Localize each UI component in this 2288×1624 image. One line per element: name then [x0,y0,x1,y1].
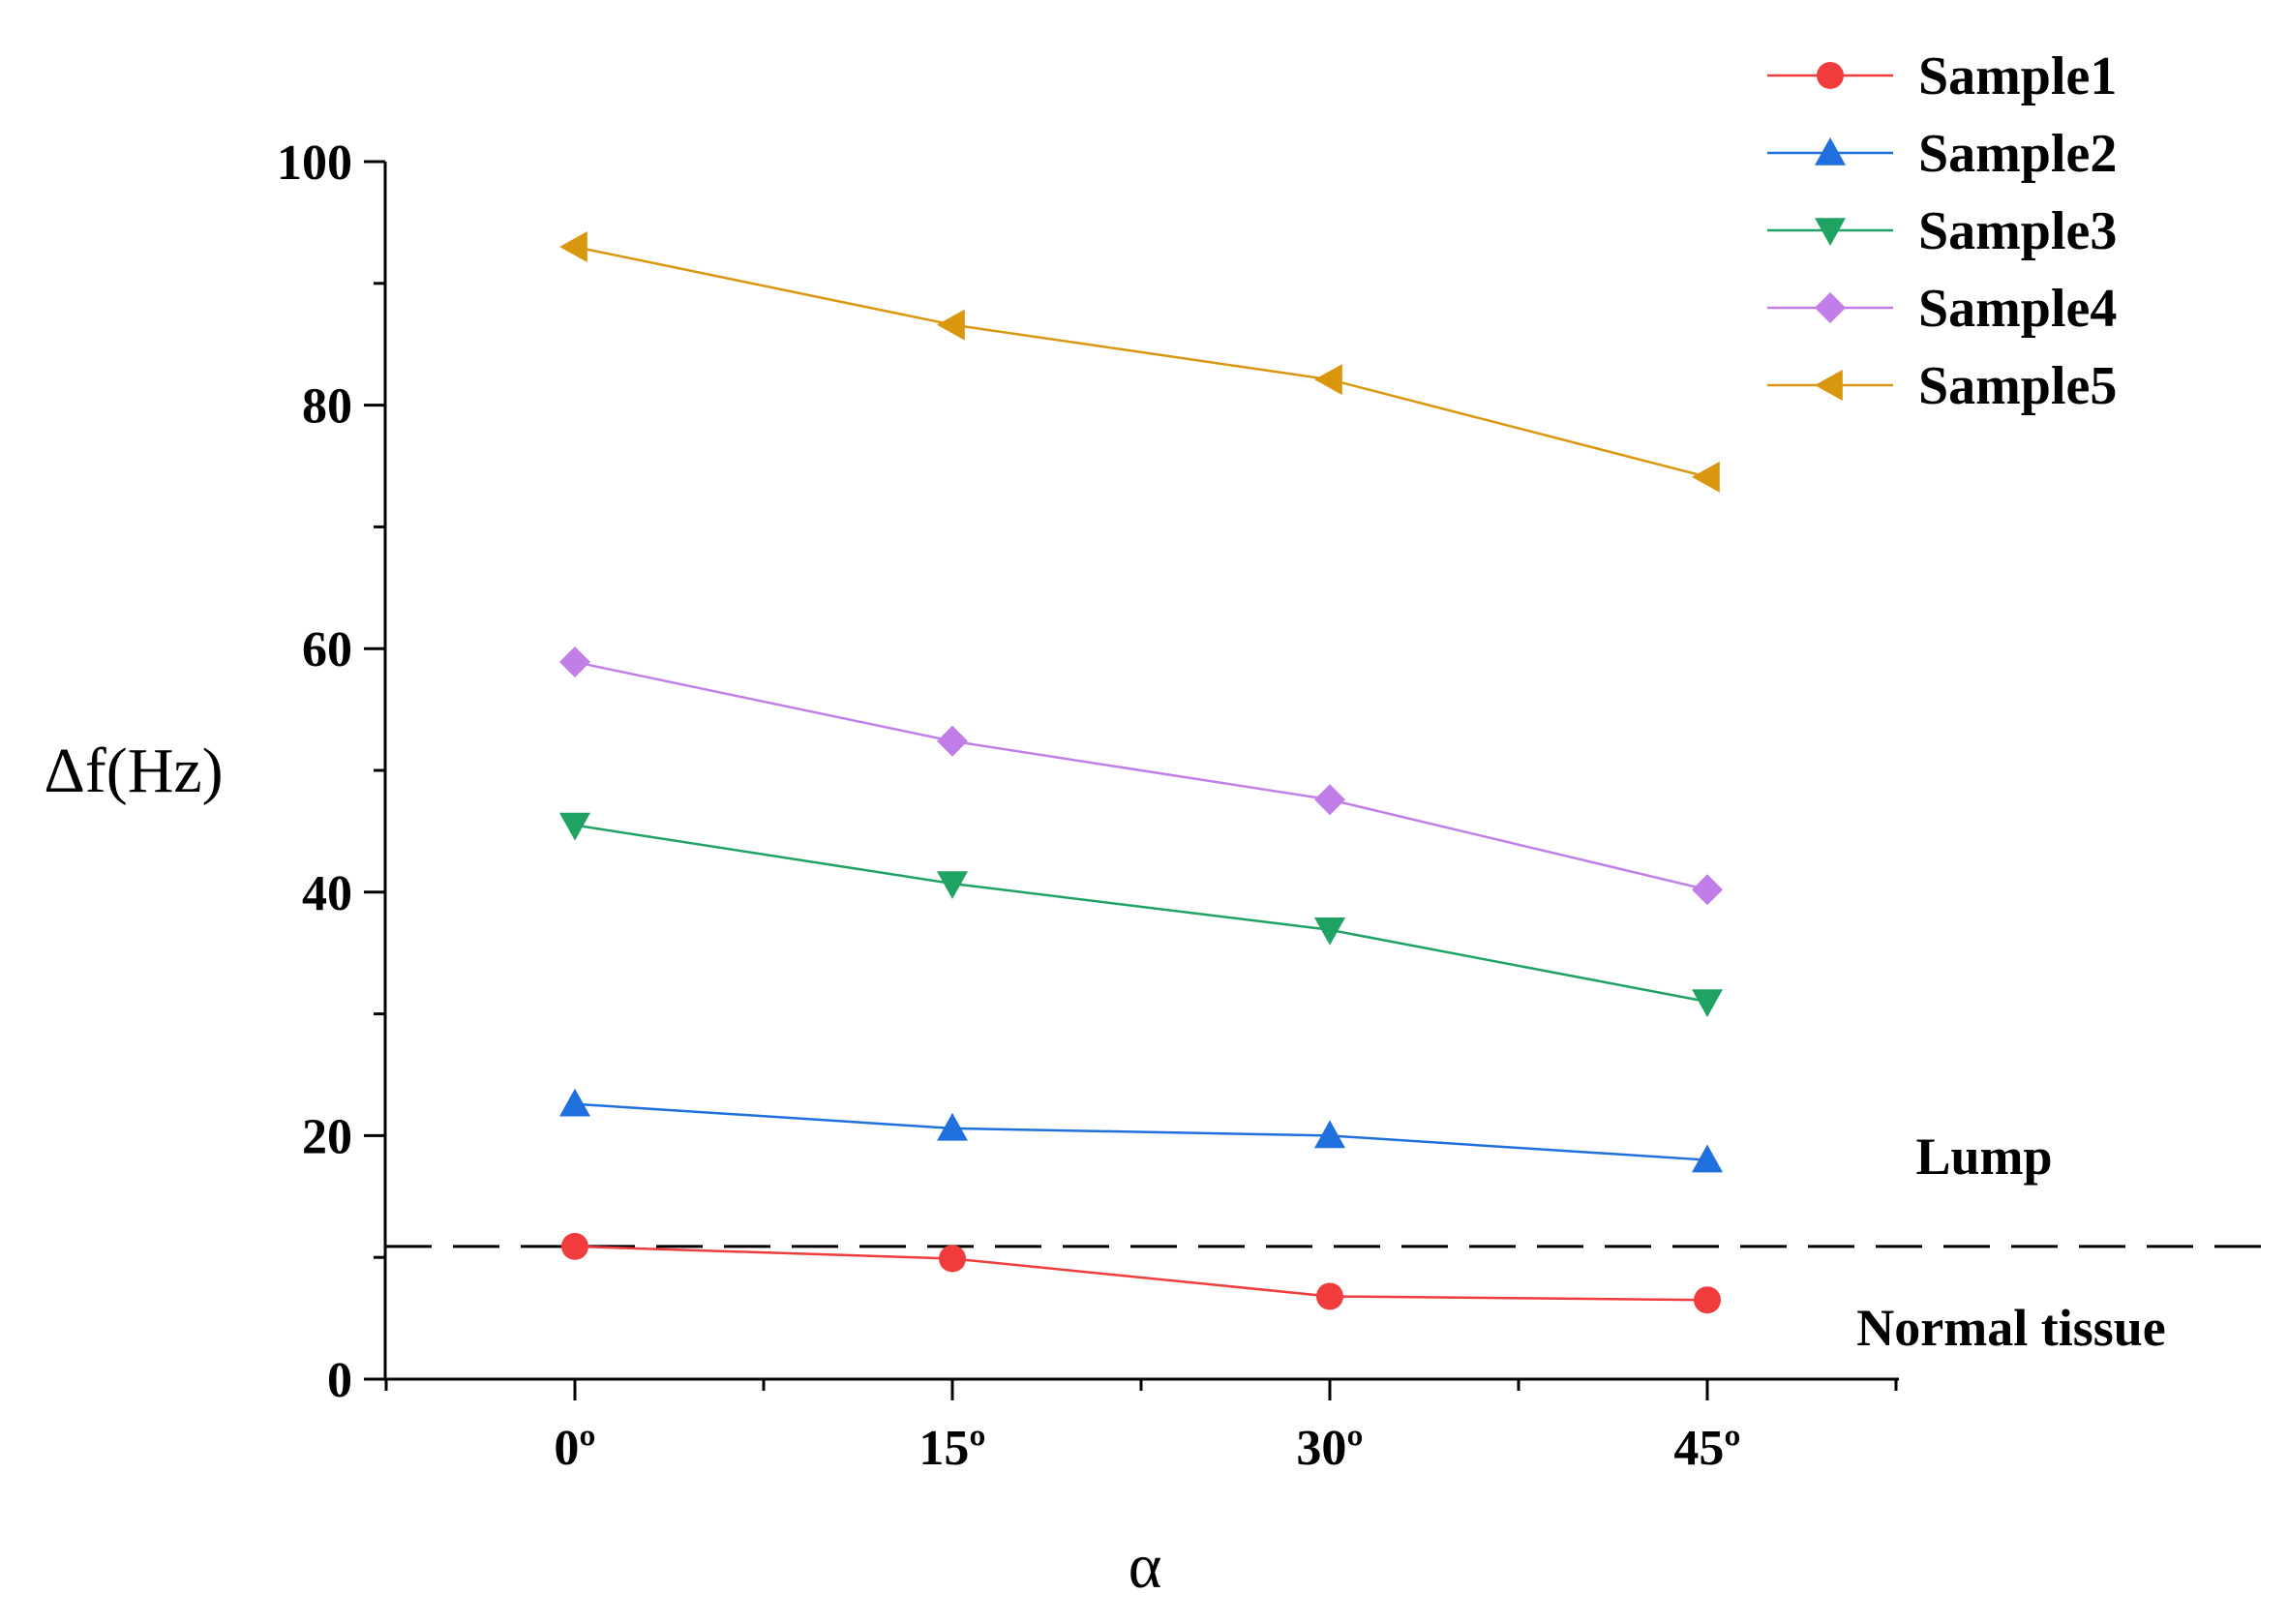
x-tick-label: 0º [554,1421,595,1476]
legend-label: Sample4 [1918,279,2117,339]
data-point [939,1245,966,1273]
data-point [1316,1282,1343,1310]
series-line [574,245,1708,479]
y-tick-label: 0 [327,1353,352,1408]
legend-label: Sample5 [1918,356,2117,416]
legend-item: Sample2 [1767,124,2117,184]
legend-item: Sample3 [1767,201,2117,261]
legend-item: Sample5 [1767,356,2117,416]
y-tick-label: 100 [277,135,352,191]
data-point [1694,1286,1721,1314]
series-4 [559,647,1723,906]
series-5 [559,231,1720,493]
data-point [937,309,965,341]
series-1 [561,1232,1721,1314]
legend: Sample1 Sample2 Sample3 Sample4 Sample5 [1767,46,2117,416]
legend-marker [1817,62,1844,89]
data-point [1314,364,1342,396]
series-line [574,824,1708,1004]
data-point [561,1232,588,1260]
legend-marker [1815,218,1846,246]
lump-annotation: Lump [1915,1128,2052,1186]
legend-label: Sample1 [1918,46,2117,106]
legend-marker [1815,292,1846,323]
series-3 [559,812,1723,1018]
data-point [937,725,968,757]
legend-marker [1815,370,1843,401]
data-point [1692,1144,1723,1173]
legend-item: Sample1 [1767,46,2117,106]
x-tick-label: 45º [1673,1421,1740,1476]
normal-tissue-annotation: Normal tissue [1856,1299,2165,1357]
series-line [574,1245,1708,1302]
y-axis-title: Δf(Hz) [44,736,223,806]
data-point [559,647,590,678]
data-point [937,1112,968,1141]
y-tick-label: 60 [302,622,352,677]
data-point [1692,461,1720,493]
series-line [574,1102,1708,1161]
y-tick-label: 80 [302,379,352,435]
series-layer [559,231,1723,1314]
y-tick-label: 20 [302,1109,352,1164]
x-axis-title: α [1129,1531,1162,1602]
axes: 0 20 40 60 80 100 0º 15º 30º 45º [277,135,1899,1476]
data-point [559,812,590,841]
legend-label: Sample2 [1918,124,2117,184]
x-tick-label: 30º [1296,1421,1363,1476]
legend-item: Sample4 [1767,279,2117,339]
data-point [1314,1120,1345,1149]
legend-label: Sample3 [1918,201,2117,261]
data-point [1314,784,1345,816]
data-point [937,871,968,899]
series-2 [559,1088,1723,1173]
x-tick-label: 15º [918,1421,985,1476]
data-point [559,1088,590,1117]
data-point [1314,917,1345,946]
data-point [1692,874,1723,906]
y-tick-label: 40 [302,866,352,921]
series-line [574,660,1708,891]
data-point [559,231,587,263]
legend-marker [1815,137,1846,165]
data-point [1692,989,1723,1018]
